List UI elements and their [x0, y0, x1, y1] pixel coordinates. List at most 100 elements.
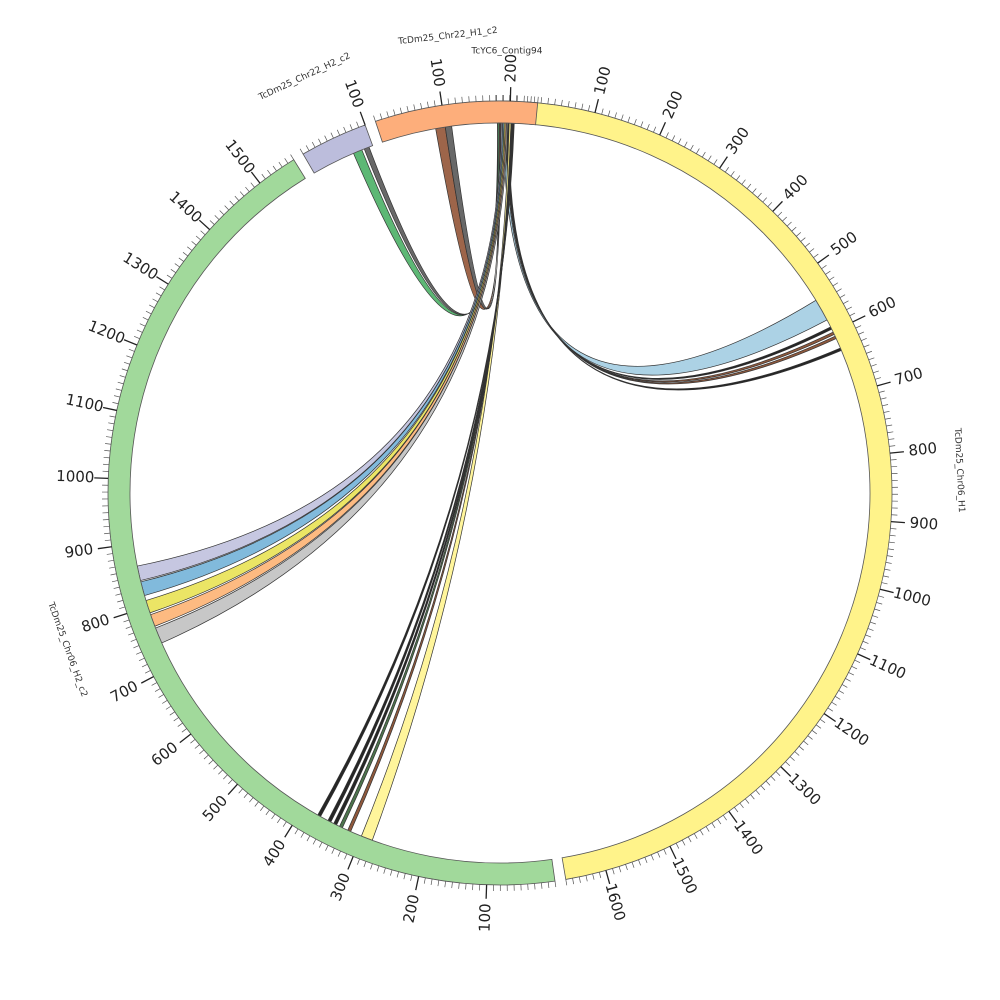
tick-tcdm25-chr06-h1-1340 [760, 785, 766, 791]
tick-tcdm25-chr06-h1-300 [719, 156, 728, 169]
tick-tcdm25-chr06-h2-c2-180 [430, 879, 433, 886]
tick-tcdm25-chr06-h2-c2-540 [213, 764, 219, 770]
tick-tcdm25-chr06-h2-c2-1290 [159, 286, 165, 291]
tick-tcdm25-chr06-h1-1360 [750, 794, 755, 800]
tick-tcdm25-chr06-h2-c2-600 [179, 733, 192, 744]
tick-tcdm25-chr06-h2-c2-1550 [284, 158, 289, 164]
tick-tcdm25-chr06-h1-250 [690, 144, 694, 151]
tick-tcdm25-chr06-h1-560 [839, 294, 846, 299]
tick-tcdm25-chr06-h2-c2-690 [151, 682, 158, 686]
tick-tcdm25-chr06-h1-990 [881, 582, 888, 585]
tick-tcdm25-chr06-h1-80 [581, 103, 584, 110]
tick-label-tcdm25-chr06-h2-c2-1200: 1200 [86, 317, 128, 348]
tick-tcdm25-chr06-h1-1350 [755, 789, 760, 795]
tick-label-tcdm25-chr06-h2-c2-1100: 1100 [64, 390, 105, 416]
tick-tcdm25-chr06-h1-170 [640, 121, 644, 128]
tick-label-tcdm25-chr22-h2-c2-100: 100 [341, 77, 368, 110]
tick-label-tcdm25-chr06-h2-c2-1000: 1000 [56, 467, 95, 486]
tick-tcdm25-chr06-h1-570 [843, 300, 849, 304]
tick-tcdm25-chr06-h1-230 [677, 138, 682, 145]
segment-label-tcdm25-chr06-h2-c2: TcDm25_Chr06_H2_c2 [45, 600, 89, 698]
tick-tcdm25-chr06-h2-c2-710 [144, 670, 151, 674]
tick-tcdm25-chr06-h1-110 [601, 108, 604, 115]
tick-tcdm25-chr06-h1-620 [858, 331, 865, 335]
tick-tcdm25-chr06-h1-120 [607, 110, 611, 117]
tick-tcdm25-chr06-h1-1220 [815, 724, 822, 729]
tick-tcdm25-chr06-h1-1420 [717, 818, 722, 825]
tick-tcdm25-chr06-h1-650 [866, 350, 873, 354]
tick-tcdm25-chr06-h1-260 [696, 148, 700, 154]
tick-tcdm25-chr06-h1-1370 [744, 798, 750, 804]
tick-tcdm25-chr06-h2-c2-790 [123, 619, 130, 623]
tick-tcdm25-chr06-h2-c2-1220 [136, 329, 143, 333]
tick-tcdm25-chr06-h2-c2-440 [265, 809, 270, 816]
tick-tcdm25-chr06-h1-240 [684, 141, 688, 148]
tick-tcdm25-chr06-h1-1320 [770, 776, 776, 781]
tick-tcdm25-chr06-h2-c2-640 [169, 711, 175, 716]
tick-tcdm25-chr06-h2-c2-1490 [250, 182, 255, 188]
tick-tcdm25-chr06-h1-1150 [841, 684, 848, 688]
tick-label-tcdm25-chr06-h2-c2-300: 300 [327, 870, 354, 903]
tick-tcdm25-chr06-h2-c2-1480 [245, 186, 250, 192]
tick-tcdm25-chr06-h2-c2-680 [154, 688, 161, 692]
tick-tcdm25-chr06-h1-1270 [794, 751, 800, 756]
tick-tcdm25-chr06-h2-c2-510 [228, 779, 233, 785]
tick-tcdm25-chr06-h2-c2-460 [254, 801, 259, 807]
link-tcdm25-chr22-h1-c2-5 [435, 122, 502, 310]
tick-tcdm25-chr06-h1-430 [786, 221, 792, 227]
tick-tcdm25-chr06-h2-c2-750 [133, 645, 140, 649]
tick-tcdm25-chr06-h2-c2-190 [423, 877, 426, 884]
tick-tcdm25-chr06-h2-c2-20 [541, 882, 543, 889]
tick-tcdm25-chr06-h1-290 [713, 159, 718, 165]
tick-tcdm25-chr06-h2-c2-1390 [200, 230, 206, 235]
tick-tcdm25-chr06-h2-c2-1050 [105, 443, 112, 445]
tick-tcdm25-chr06-h1-670 [870, 364, 877, 367]
tick-tcdm25-chr06-h2-c2-1090 [109, 415, 116, 418]
tick-tcdm25-chr06-h2-c2-740 [136, 651, 142, 655]
tick-tcdm25-chr06-h2-c2-800 [113, 612, 128, 619]
tick-tcdm25-chr06-h2-c2-30 [534, 883, 536, 890]
tick-tcdm25-chr06-h1-1000 [879, 588, 894, 594]
tick-tcdm25-chr06-h1-930 [888, 541, 895, 544]
tick-tcdm25-chr06-h2-c2-890 [106, 553, 113, 555]
tick-tcdm25-chr06-h2-c2-580 [194, 744, 200, 749]
tick-label-tcdm25-chr22-h1-c2-200: 200 [501, 54, 520, 83]
tick-tcdm25-chr06-h2-c2-1140 [117, 381, 124, 385]
segment-label-tcdm25-chr22-h1-c2: TcDm25_Chr22_H1_c2 [397, 26, 498, 47]
tick-tcdm25-chr06-h1-1630 [585, 875, 588, 882]
tick-tcdm25-chr22-h1-c2-50 [406, 105, 409, 112]
tick-tcdm25-chr06-h2-c2-0 [554, 881, 557, 888]
tick-tcdm25-chr06-h1-520 [825, 270, 831, 275]
tick-tcdm25-chr06-h2-c2-1450 [229, 200, 235, 206]
tick-tcdm25-chr06-h1-1400 [728, 810, 738, 824]
tick-tcdm25-chr06-h2-c2-570 [199, 749, 205, 755]
tick-tcdm25-chr22-h1-c2-100 [439, 91, 443, 106]
tick-tcdm25-chr06-h1-210 [665, 132, 669, 139]
tick-label-tcdm25-chr06-h1-1400: 1400 [730, 817, 767, 859]
tick-label-tcdm25-chr22-h1-c2-100: 100 [427, 57, 449, 88]
tick-tcdm25-chr06-h1-1140 [845, 678, 851, 682]
tick-tcdm25-chr22-h2-c2-10 [305, 145, 310, 151]
tick-tcdm25-chr06-h2-c2-280 [363, 861, 367, 868]
tick-label-tcdm25-chr06-h1-500: 500 [827, 228, 861, 259]
tick-tcdm25-chr06-h1-130 [614, 112, 617, 119]
tick-tcdm25-chr06-h2-c2-650 [165, 705, 172, 710]
tick-tcdm25-chr06-h1-1010 [878, 595, 885, 598]
tick-tcdm25-chr06-h2-c2-910 [104, 539, 111, 542]
tick-tcdm25-chr06-h2-c2-1360 [187, 246, 193, 251]
tick-tcdm25-chr06-h1-90 [587, 105, 591, 112]
tick-tcdm25-chr06-h2-c2-430 [271, 813, 276, 820]
tick-tcdm25-chr22-h2-c2-0 [299, 148, 304, 155]
tick-tcdm25-chr06-h1-30 [547, 97, 549, 104]
tick-label-tcdm25-chr06-h2-c2-200: 200 [400, 893, 424, 925]
tick-tcdm25-chr06-h1-1280 [789, 756, 795, 761]
tick-tcdm25-chr22-h2-c2-40 [324, 135, 328, 142]
tick-tcdm25-chr06-h1-1590 [612, 868, 615, 875]
tick-tcdm25-chr06-h1-420 [782, 216, 787, 222]
tick-tcdm25-chr06-h2-c2-1150 [119, 375, 126, 378]
tick-tcdm25-chr22-h2-c2-20 [311, 141, 316, 148]
tick-tcdm25-chr06-h1-980 [883, 575, 890, 578]
tick-tcdm25-chr22-h1-c2-30 [393, 109, 396, 116]
tick-tcdm25-chr06-h2-c2-700 [140, 675, 154, 684]
tick-tcdm25-chr06-h2-c2-160 [444, 881, 446, 888]
